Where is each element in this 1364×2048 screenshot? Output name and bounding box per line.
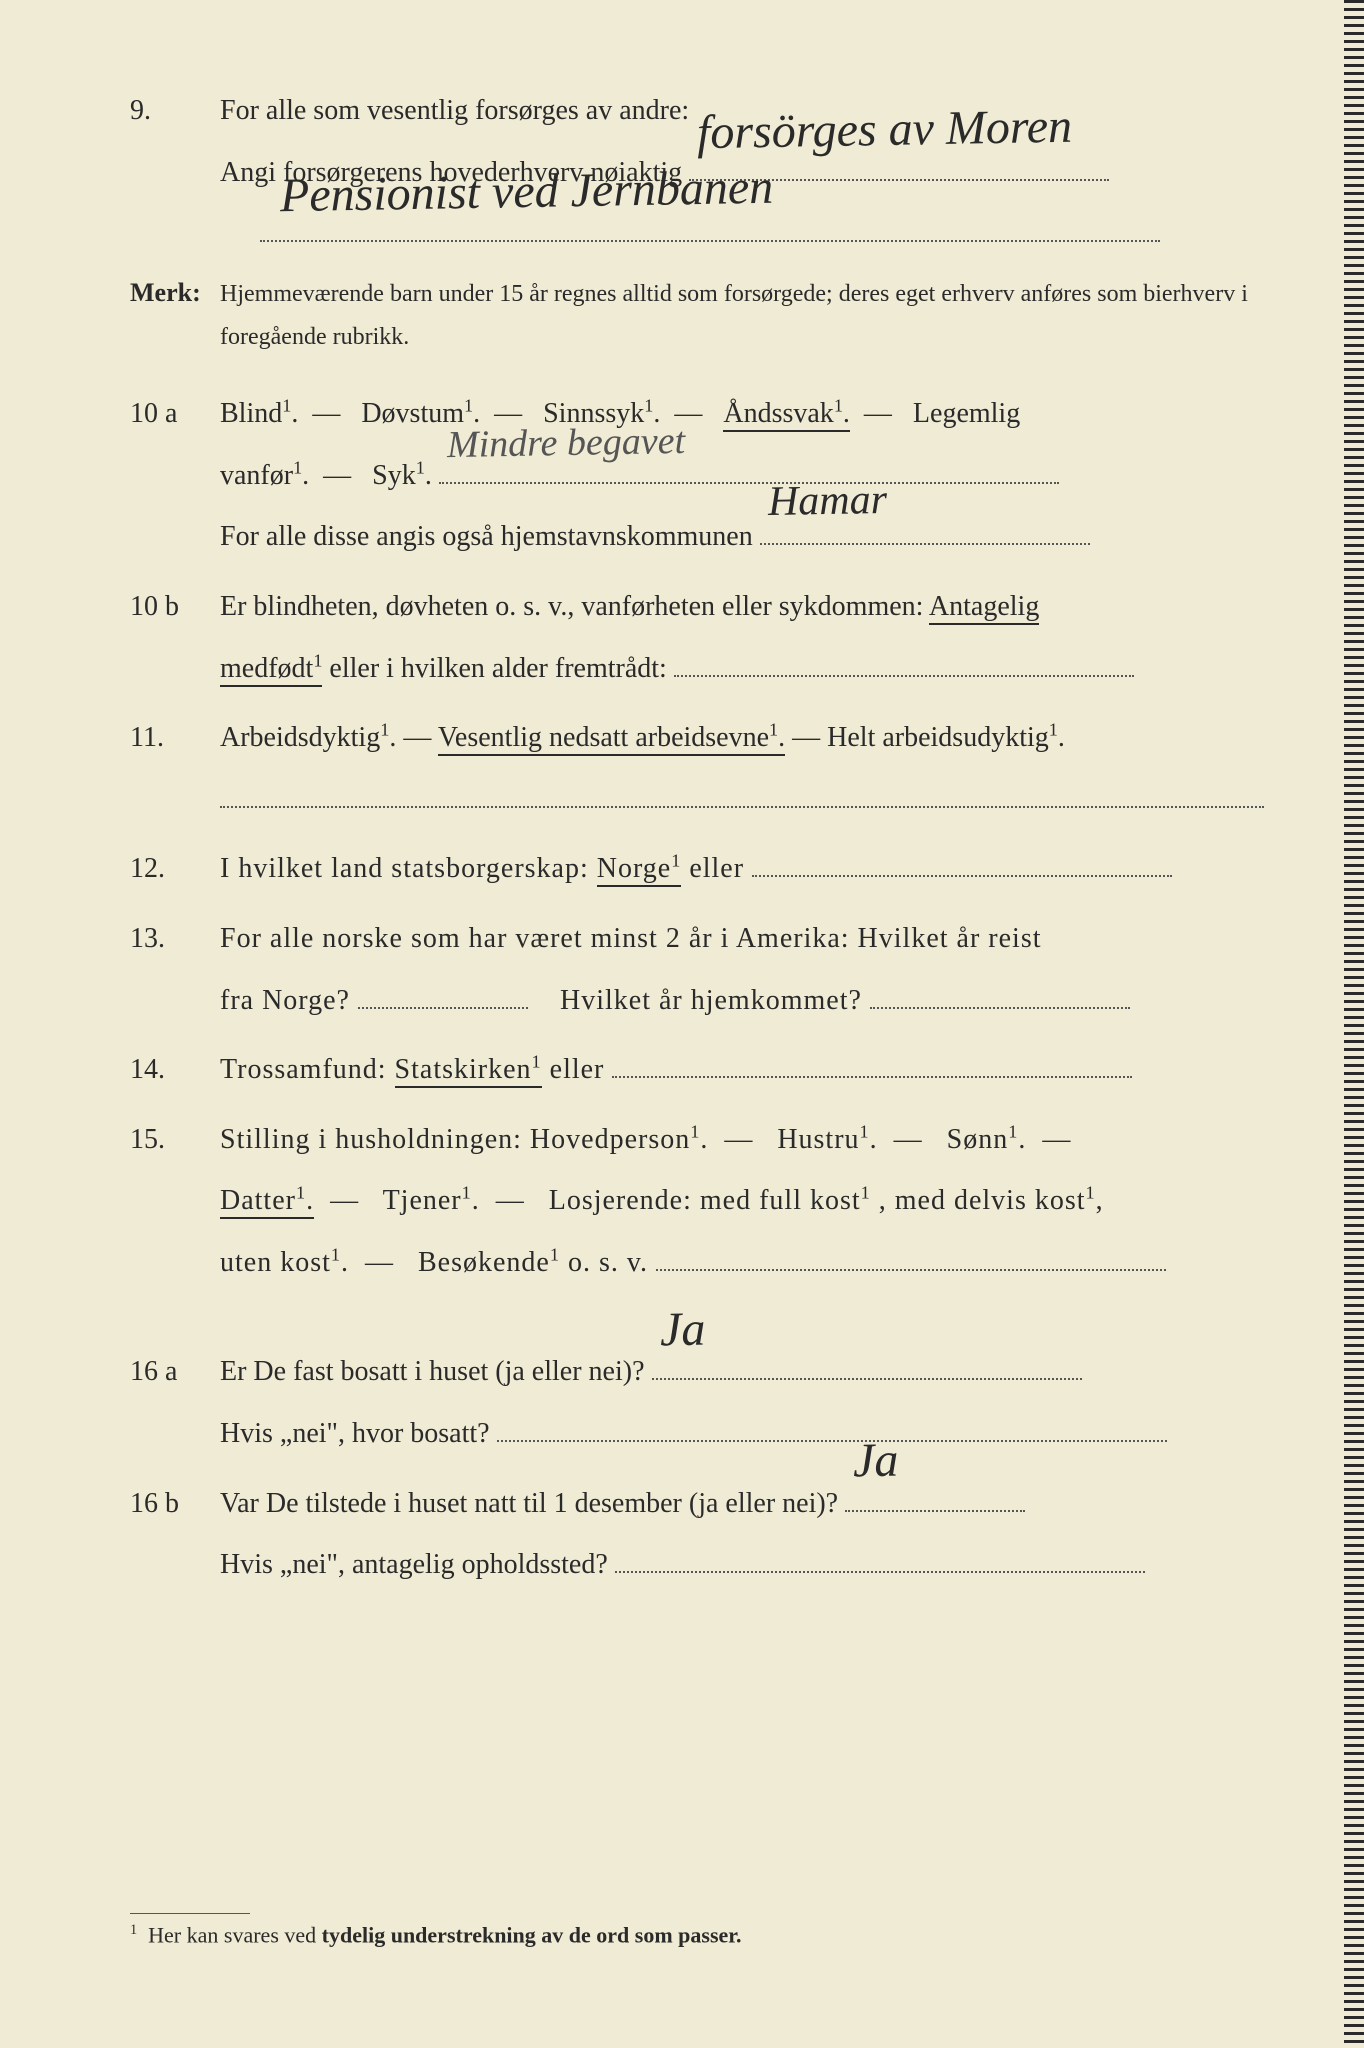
q15-text1: Stilling i husholdningen: <box>220 1124 530 1155</box>
qbody-12: I hvilket land statsborgerskap: Norge1 e… <box>220 838 1264 900</box>
q10b-antagelig: Antagelig <box>929 591 1039 625</box>
question-12: 12. I hvilket land statsborgerskap: Norg… <box>130 838 1264 900</box>
q11-opt1: Arbeidsdyktig1. <box>220 722 396 753</box>
q10a-hand-kommune: Hamar <box>767 454 888 548</box>
question-14: 14. Trossamfund: Statskirken1 eller <box>130 1039 1264 1101</box>
merk-text: Hjemmeværende barn under 15 år regnes al… <box>220 273 1264 359</box>
q12-text: I hvilket land statsborgerskap: <box>220 853 597 884</box>
q9-line1: For alle som vesentlig forsørges av andr… <box>220 95 689 126</box>
merk-note: Merk: Hjemmeværende barn under 15 år reg… <box>130 273 1264 359</box>
q13-text3: Hvilket år hjemkommet? <box>560 985 862 1016</box>
q14-eller: eller <box>550 1054 605 1085</box>
qbody-16a: Er De fast bosatt i huset (ja eller nei)… <box>220 1341 1264 1464</box>
q15-osv: o. s. v. <box>568 1247 648 1278</box>
q12-norge-u: Norge1 <box>597 853 682 887</box>
q10b-text2: eller i hvilken alder fremtrådt: <box>329 653 666 684</box>
q15-tjener: Tjener1. <box>383 1185 480 1216</box>
q16a-text1: Er De fast bosatt i huset (ja eller nei)… <box>220 1356 645 1387</box>
qnum-14: 14. <box>130 1054 220 1086</box>
merk-label: Merk: <box>130 278 220 308</box>
q15-sonn: Sønn1. <box>947 1124 1027 1155</box>
q15-besok: Besøkende1 <box>418 1247 560 1278</box>
q16a-hand: Ja <box>659 1276 706 1382</box>
qnum-10b: 10 b <box>130 591 220 623</box>
q16b-text2: Hvis „nei", antagelig opholdssted? <box>220 1549 608 1580</box>
q11-opt3: Helt arbeidsudyktig1. <box>827 722 1065 753</box>
q16b-field2 <box>615 1538 1145 1574</box>
question-9: 9. For alle som vesentlig forsørges av a… <box>130 80 1264 265</box>
document-page: 9. For alle som vesentlig forsørges av a… <box>0 0 1364 2048</box>
qbody-14: Trossamfund: Statskirken1 eller <box>220 1039 1264 1101</box>
q15-hoved: Hovedperson1. <box>530 1124 708 1155</box>
footnote-rule <box>130 1913 250 1914</box>
q13-field1 <box>358 973 528 1009</box>
footnote-text: Her kan svares ved tydelig understreknin… <box>148 1922 741 1947</box>
q15-delvis: , med delvis kost1, <box>879 1185 1104 1216</box>
question-11: 11. Arbeidsdyktig1. — Vesentlig nedsatt … <box>130 707 1264 830</box>
q15-datter-u: Datter1. <box>220 1185 314 1219</box>
q10b-text1: Er blindheten, døvheten o. s. v., vanfør… <box>220 591 929 622</box>
opt-blind: Blind1. <box>220 398 298 429</box>
q16a-field2 <box>497 1406 1167 1442</box>
q14-statskirken-u: Statskirken1 <box>395 1054 542 1088</box>
qnum-11: 11. <box>130 722 220 754</box>
q13-text2: fra Norge? <box>220 985 350 1016</box>
q16a-text2: Hvis „nei", hvor bosatt? <box>220 1418 490 1449</box>
q10a-hand-syk: Mindre begavet <box>446 400 686 488</box>
q10a-field-syk: Mindre begavet <box>439 448 1059 484</box>
q16a-field1: Ja <box>652 1345 1082 1381</box>
qnum-10a: 10 a <box>130 398 220 430</box>
opt-syk: Syk1. <box>372 460 432 491</box>
qnum-13: 13. <box>130 923 220 955</box>
q9-hand2: Pensionist ved Jernbanen <box>279 134 774 248</box>
footnote-block: 1 Her kan svares ved tydelig understrekn… <box>130 1873 1244 1948</box>
qbody-9: For alle som vesentlig forsørges av andr… <box>220 80 1264 265</box>
qbody-15: Stilling i husholdningen: Hovedperson1. … <box>220 1109 1264 1294</box>
q13-field2 <box>870 973 1130 1009</box>
q15-losj: Losjerende: med full kost1 <box>549 1185 871 1216</box>
q10b-field <box>674 641 1134 677</box>
q16b-text1: Var De tilstede i huset natt til 1 desem… <box>220 1488 838 1519</box>
q15-field <box>656 1235 1166 1271</box>
q14-field <box>612 1043 1132 1079</box>
question-16b: 16 b Var De tilstede i huset natt til 1 … <box>130 1473 1264 1596</box>
q14-text: Trossamfund: <box>220 1054 395 1085</box>
opt-andssvak-underlined: Åndssvak1. <box>723 398 850 432</box>
q10a-line3: For alle disse angis også hjemstavnskomm… <box>220 521 753 552</box>
q10b-medfodt-u: medfødt1 <box>220 653 322 687</box>
q12-eller: eller <box>689 853 744 884</box>
q11-opt2-u: Vesentlig nedsatt arbeidsevne1. <box>438 722 785 756</box>
qnum-16b: 16 b <box>130 1488 220 1520</box>
question-10a: 10 a Blind1. — Døvstum1. — Sinnssyk1. — … <box>130 383 1264 568</box>
q15-hustru: Hustru1. <box>777 1124 877 1155</box>
q12-field <box>752 842 1172 878</box>
footnote-marker: 1 <box>130 1922 137 1938</box>
qnum-15: 15. <box>130 1124 220 1156</box>
opt-legemlig: Legemlig <box>913 398 1020 429</box>
q16b-hand: Ja <box>852 1408 899 1514</box>
q10a-field-kommune: Hamar <box>760 510 1090 546</box>
question-10b: 10 b Er blindheten, døvheten o. s. v., v… <box>130 576 1264 699</box>
qbody-13: For alle norske som har været minst 2 år… <box>220 908 1264 1031</box>
q16b-field1: Ja <box>845 1476 1025 1512</box>
qnum-9: 9. <box>130 95 220 127</box>
qbody-10b: Er blindheten, døvheten o. s. v., vanfør… <box>220 576 1264 699</box>
question-15: 15. Stilling i husholdningen: Hovedperso… <box>130 1109 1264 1294</box>
footnote: 1 Her kan svares ved tydelig understrekn… <box>130 1922 1244 1948</box>
opt-vanfor: vanfør1. <box>220 460 309 491</box>
q13-text1: For alle norske som har været minst 2 år… <box>220 923 1042 954</box>
question-16a: 16 a Er De fast bosatt i huset (ja eller… <box>130 1341 1264 1464</box>
q9-field2: Pensionist ved Jernbanen <box>260 207 1160 243</box>
question-13: 13. For alle norske som har været minst … <box>130 908 1264 1031</box>
qbody-16b: Var De tilstede i huset natt til 1 desem… <box>220 1473 1264 1596</box>
qbody-11: Arbeidsdyktig1. — Vesentlig nedsatt arbe… <box>220 707 1264 830</box>
qnum-12: 12. <box>130 853 220 885</box>
qbody-10a: Blind1. — Døvstum1. — Sinnssyk1. — Åndss… <box>220 383 1264 568</box>
qnum-16a: 16 a <box>130 1356 220 1388</box>
q11-blank-line <box>220 772 1264 808</box>
q15-uten: uten kost1. <box>220 1247 349 1278</box>
